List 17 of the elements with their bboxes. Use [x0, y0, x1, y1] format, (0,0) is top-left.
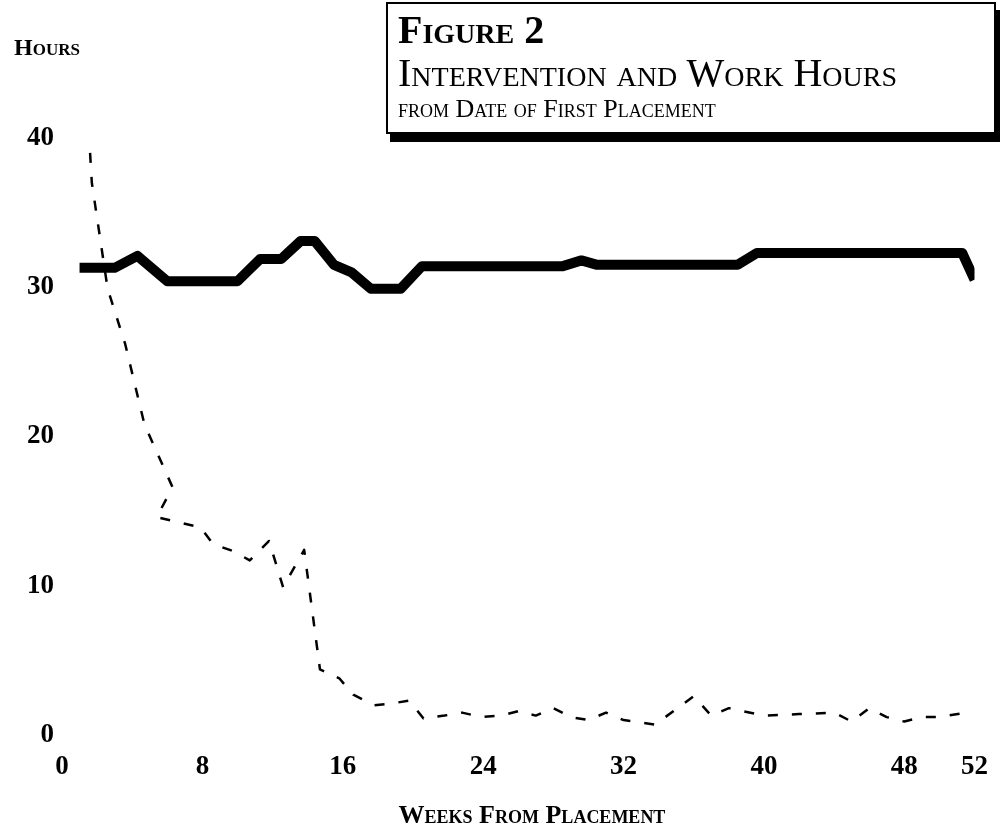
- y-tick-label: 20: [27, 419, 54, 450]
- x-tick-label: 32: [610, 750, 638, 781]
- x-tick-label: 40: [750, 750, 778, 781]
- x-axis-title: Weeks From Placement: [397, 800, 667, 830]
- y-tick-label: 30: [27, 270, 54, 301]
- text: from Date of First Placement: [398, 94, 717, 124]
- y-tick-label: 10: [27, 568, 54, 599]
- x-tick-label: 52: [961, 750, 988, 781]
- chart-title: Figure 2: [398, 7, 546, 52]
- chart-subtitle: Intervention and Work Hours: [398, 50, 898, 95]
- x-tick-label: 48: [890, 750, 918, 781]
- y-axis-title: Hours: [14, 34, 80, 61]
- x-tick-label: 8: [195, 750, 210, 781]
- x-tick-label: 16: [329, 750, 357, 781]
- y-tick-label: 40: [27, 120, 54, 151]
- x-tick-label: 24: [469, 750, 497, 781]
- y-tick-label: 0: [40, 717, 54, 748]
